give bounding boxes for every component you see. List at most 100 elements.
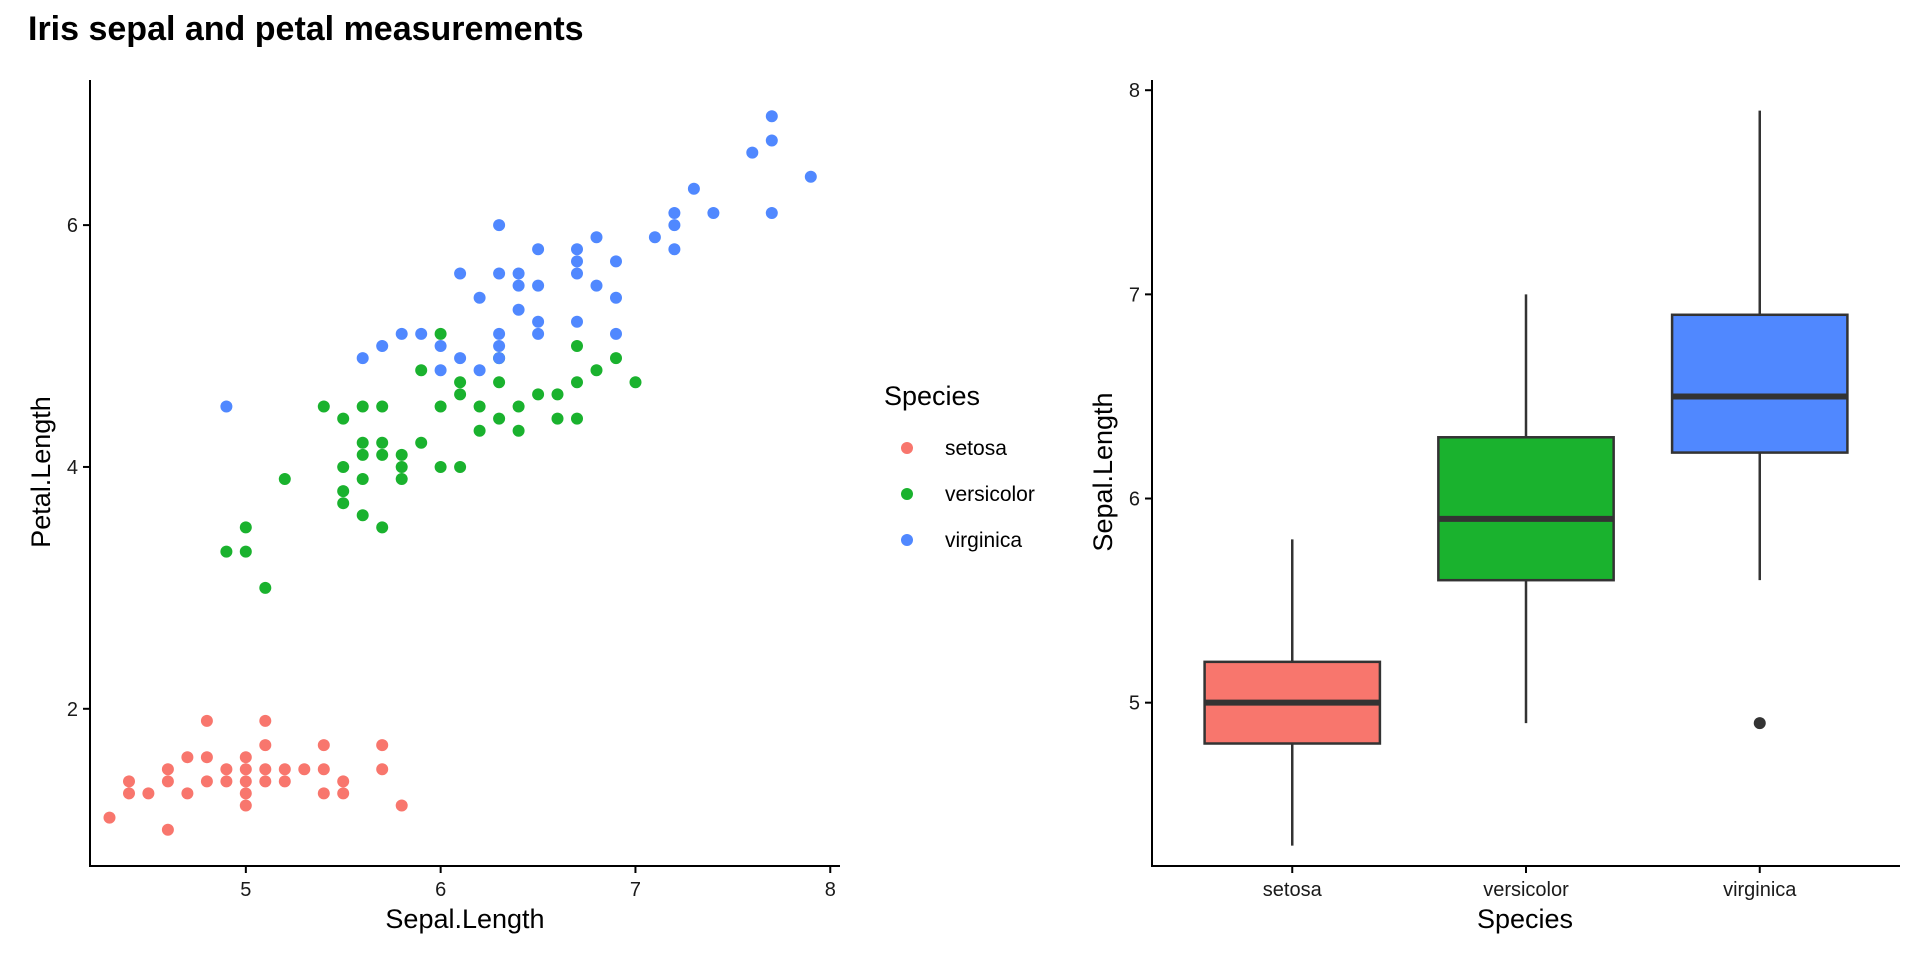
scatter-point-versicolor	[493, 412, 506, 425]
scatter-y-axis-label: Petal.Length	[26, 396, 56, 548]
scatter-point-setosa	[395, 799, 408, 812]
scatter-point-versicolor	[395, 461, 408, 473]
scatter-point-versicolor	[415, 436, 428, 449]
scatter-point-versicolor	[512, 424, 525, 437]
scatter-point-setosa	[298, 763, 311, 776]
scatter-point-setosa	[259, 775, 272, 788]
scatter-point-virginica	[532, 315, 545, 328]
scatter-point-virginica	[356, 352, 369, 365]
scatter-point-virginica	[668, 219, 681, 232]
scatter-point-versicolor	[532, 388, 545, 401]
scatter-point-versicolor	[571, 340, 583, 352]
box-setosa	[1203, 539, 1382, 846]
scatter-point-virginica	[493, 219, 506, 232]
box-virginica	[1670, 110, 1849, 730]
scatter-point-versicolor	[434, 461, 447, 473]
scatter-point-setosa	[239, 763, 252, 776]
scatter-point-virginica	[493, 267, 506, 280]
scatter-point-versicolor	[376, 521, 389, 534]
scatter-point-versicolor	[434, 400, 447, 413]
scatter-point-versicolor	[473, 424, 486, 437]
scatter-point-versicolor	[571, 376, 583, 389]
scatter-point-setosa	[200, 751, 213, 764]
scatter-point-versicolor	[551, 412, 564, 425]
scatter-point-virginica	[454, 352, 467, 365]
scatter-point-versicolor	[337, 412, 350, 425]
scatter-point-setosa	[200, 775, 213, 788]
box-body	[1437, 436, 1615, 582]
scatter-point-virginica	[668, 243, 681, 256]
scatter-point-setosa	[123, 787, 135, 800]
scatter-point-setosa	[142, 787, 155, 800]
scatter-point-setosa	[103, 811, 116, 824]
scatter-point-virginica	[610, 291, 622, 304]
scatter-point-virginica	[648, 231, 661, 244]
scatter-point-virginica	[220, 400, 233, 413]
scatter-point-virginica	[687, 182, 700, 195]
legend-label-virginica: virginica	[945, 529, 1022, 552]
scatter-point-virginica	[473, 364, 486, 377]
scatter-point-versicolor	[454, 461, 467, 473]
scatter-point-setosa	[181, 787, 194, 800]
scatter-point-versicolor	[434, 327, 447, 340]
scatter-point-versicolor	[356, 473, 369, 485]
scatter-x-tick-label: 6	[435, 879, 446, 901]
scatter-point-versicolor	[337, 461, 350, 473]
boxplot-y-tick-label: 6	[1129, 489, 1140, 511]
boxplot-x-axis-label: Species	[1477, 904, 1573, 934]
boxplot-x-tick-label: versicolor	[1483, 879, 1569, 901]
scatter-point-versicolor	[337, 497, 350, 510]
scatter-point-virginica	[571, 255, 583, 268]
scatter-point-virginica	[473, 291, 486, 304]
boxplot-axes: 5 6 7 8 setosa versicolor virginica	[1129, 80, 1900, 901]
scatter-point-setosa	[220, 775, 233, 788]
scatter-point-versicolor	[473, 400, 486, 413]
scatter-point-versicolor	[376, 436, 389, 449]
scatter-point-setosa	[239, 751, 252, 764]
scatter-panel: 5 6 7 8 2 4 6 Sepal.Length Petal.Length	[26, 80, 840, 934]
scatter-point-versicolor	[551, 388, 564, 401]
box-versicolor	[1437, 294, 1615, 724]
boxplot-y-axis-label: Sepal.Length	[1088, 392, 1118, 551]
scatter-point-virginica	[415, 327, 428, 340]
scatter-point-versicolor	[454, 388, 467, 401]
legend-title: Species	[884, 381, 980, 411]
box-outlier	[1753, 717, 1766, 730]
scatter-point-setosa	[123, 775, 135, 788]
scatter-point-virginica	[532, 279, 545, 292]
scatter-point-virginica	[765, 207, 778, 219]
scatter-point-versicolor	[278, 473, 291, 485]
scatter-point-versicolor	[629, 376, 642, 389]
scatter-point-virginica	[512, 267, 525, 280]
legend-key-setosa	[901, 442, 913, 454]
scatter-point-setosa	[278, 763, 291, 776]
figure-title: Iris sepal and petal measurements	[28, 10, 584, 48]
scatter-point-setosa	[239, 799, 252, 812]
scatter-point-setosa	[181, 751, 194, 764]
legend-label-setosa: setosa	[945, 437, 1007, 460]
scatter-point-virginica	[765, 110, 778, 123]
scatter-point-setosa	[239, 775, 252, 788]
boxplot-y-tick-label: 8	[1129, 80, 1140, 102]
legend-label-versicolor: versicolor	[945, 483, 1035, 506]
scatter-y-tick-label: 6	[67, 215, 78, 237]
boxplot-x-tick-label: virginica	[1723, 879, 1797, 901]
scatter-point-versicolor	[337, 485, 350, 498]
scatter-point-virginica	[493, 340, 506, 352]
boxplot-y-tick-label: 7	[1129, 284, 1140, 306]
scatter-x-tick-label: 8	[825, 879, 836, 901]
scatter-point-versicolor	[317, 400, 330, 413]
scatter-point-versicolor	[259, 581, 272, 594]
scatter-point-setosa	[278, 775, 291, 788]
scatter-point-versicolor	[395, 448, 408, 461]
scatter-point-setosa	[200, 714, 213, 727]
scatter-point-virginica	[668, 207, 681, 219]
scatter-point-setosa	[161, 775, 174, 788]
scatter-point-versicolor	[415, 364, 428, 377]
scatter-point-versicolor	[356, 400, 369, 413]
scatter-point-versicolor	[571, 412, 583, 425]
scatter-point-versicolor	[512, 400, 525, 413]
scatter-point-setosa	[161, 823, 174, 836]
scatter-point-setosa	[239, 787, 252, 800]
